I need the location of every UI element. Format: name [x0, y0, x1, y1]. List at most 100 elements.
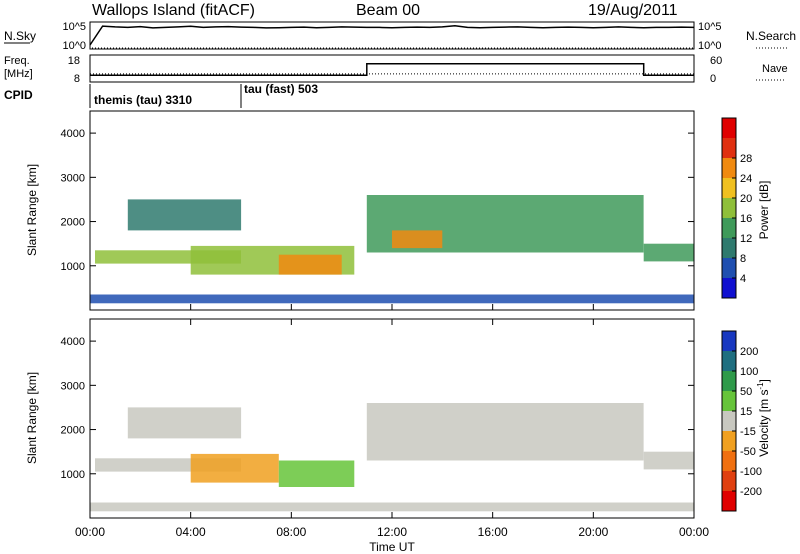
power-colorbar: 4 8 12 16 20 24 28: [721, 117, 752, 299]
colorbar-cell: [722, 351, 736, 371]
y-tick-label: 1000: [61, 469, 85, 481]
colorbar-tick-label: 4: [740, 273, 746, 285]
data-region: [278, 254, 342, 275]
freq-tick-top: 18: [68, 55, 80, 67]
velocity-y-axis: 1000 2000 3000 4000: [61, 336, 694, 481]
colorbar-cell: [722, 431, 736, 451]
freq-series-line: [90, 62, 694, 77]
data-region: [127, 407, 242, 439]
colorbar-cell: [722, 451, 736, 471]
x-axis-label: Time UT: [369, 540, 415, 554]
freq-tick-bottom: 8: [74, 73, 80, 85]
data-region: [190, 453, 279, 483]
data-region: [278, 460, 355, 487]
velocity-panel: 1000 2000 3000 4000 Slant Range [km] 200 100…: [25, 304, 771, 554]
x-tick-label: 16:00: [478, 525, 508, 539]
cpid-segment-2: tau (fast) 503: [244, 82, 318, 96]
time-x-axis: 00:00 04:00 08:00 12:00 16:00 20:00 00:00: [75, 304, 709, 539]
x-tick-label: 20:00: [578, 525, 608, 539]
x-tick-label: 00:00: [679, 525, 709, 539]
x-tick-label: 00:00: [75, 525, 105, 539]
cpid-row: CPID themis (tau) 3310 tau (fast) 503: [4, 82, 318, 108]
colorbar-cell: [722, 411, 736, 431]
colorbar-cell: [722, 371, 736, 391]
colorbar-cell: [722, 178, 736, 198]
noise-tick-bottom-left: 10^0: [62, 40, 86, 52]
colorbar-tick-label: 24: [740, 173, 752, 185]
colorbar-cell: [722, 218, 736, 238]
noise-tick-top-right: 10^5: [698, 21, 722, 33]
freq-label: Freq.: [4, 55, 30, 67]
power-ylabel: Slant Range [km]: [25, 164, 39, 256]
colorbar-tick-label: 20: [740, 193, 752, 205]
data-region: [643, 243, 694, 262]
frequency-panel: Freq. [MHz] 18 8 60 0 Nave: [4, 54, 788, 85]
colorbar-tick-label: 50: [740, 386, 752, 398]
nsearch-label: N.Search: [746, 29, 796, 43]
nsky-label: N.Sky: [4, 29, 36, 43]
x-tick-label: 12:00: [377, 525, 407, 539]
colorbar-frame: [721, 117, 737, 299]
colorbar-tick-label: -200: [740, 486, 762, 498]
beam-title: Beam 00: [356, 2, 420, 19]
colorbar-cell: [722, 278, 736, 298]
data-region: [366, 403, 644, 461]
y-tick-label: 2000: [61, 217, 85, 229]
colorbar-tick-label: 100: [740, 366, 758, 378]
colorbar-cell: [722, 138, 736, 158]
y-tick-label: 4000: [61, 128, 85, 140]
date-title: 19/Aug/2011: [588, 2, 678, 19]
noise-panel: N.Sky 10^5 10^0 10^5 10^0 N.Search: [4, 21, 796, 52]
noise-series-group: [89, 25, 695, 49]
y-tick-label: 2000: [61, 425, 85, 437]
colorbar-tick-label: -100: [740, 466, 762, 478]
colorbar-cell: [722, 331, 736, 351]
nave-label: Nave: [762, 63, 788, 75]
data-region: [90, 294, 694, 304]
colorbar-tick-label: 16: [740, 213, 752, 225]
y-tick-label: 1000: [61, 261, 85, 273]
colorbar-tick-label: 12: [740, 233, 752, 245]
colorbar-cell: [722, 491, 736, 511]
power-y-axis: 1000 2000 3000 4000: [61, 128, 694, 273]
station-title: Wallops Island (fitACF): [92, 2, 255, 19]
colorbar-cell: [722, 198, 736, 218]
velocity-colorbar-label: Velocity [m s-1]: [756, 379, 771, 457]
data-region: [392, 230, 443, 249]
power-colorbar-label: Power [dB]: [757, 181, 771, 240]
power-panel: 1000 2000 3000 4000 Slant Range [km] 4 8 12 16…: [25, 110, 771, 311]
colorbar-tick-label: -50: [740, 446, 756, 458]
colorbar-cell: [722, 238, 736, 258]
colorbar-tick-label: 15: [740, 406, 752, 418]
nave-tick-top: 60: [710, 55, 722, 67]
colorbar-cell: [722, 258, 736, 278]
noise-tick-bottom-right: 10^0: [698, 40, 722, 52]
colorbar-cell: [722, 158, 736, 178]
power-data-region-group: [90, 195, 694, 304]
colorbar-cell: [722, 118, 736, 138]
cpid-label: CPID: [4, 88, 33, 102]
cpid-segment-1: themis (tau) 3310: [94, 93, 192, 107]
colorbar-cell: [722, 471, 736, 491]
velocity-ylabel: Slant Range [km]: [25, 372, 39, 464]
data-region: [127, 199, 242, 231]
y-tick-label: 3000: [61, 172, 85, 184]
freq-series-group: [90, 62, 694, 77]
velocity-data-region-group: [90, 403, 694, 512]
y-tick-label: 4000: [61, 336, 85, 348]
x-tick-label: 08:00: [276, 525, 306, 539]
x-tick-label: 04:00: [176, 525, 206, 539]
y-tick-label: 3000: [61, 380, 85, 392]
colorbar-tick-label: 28: [740, 153, 752, 165]
colorbar-tick-label: 200: [740, 346, 758, 358]
colorbar-cell: [722, 391, 736, 411]
colorbar-tick-label: 8: [740, 253, 746, 265]
freq-unit-label: [MHz]: [4, 68, 33, 80]
nsky-series-line: [89, 25, 695, 46]
velocity-colorbar: 200 100 50 15 -15 -50 -100 -200: [721, 330, 762, 512]
data-region: [643, 451, 694, 470]
colorbar-frame: [721, 330, 737, 512]
data-region: [90, 502, 694, 512]
colorbar-tick-label: -15: [740, 426, 756, 438]
